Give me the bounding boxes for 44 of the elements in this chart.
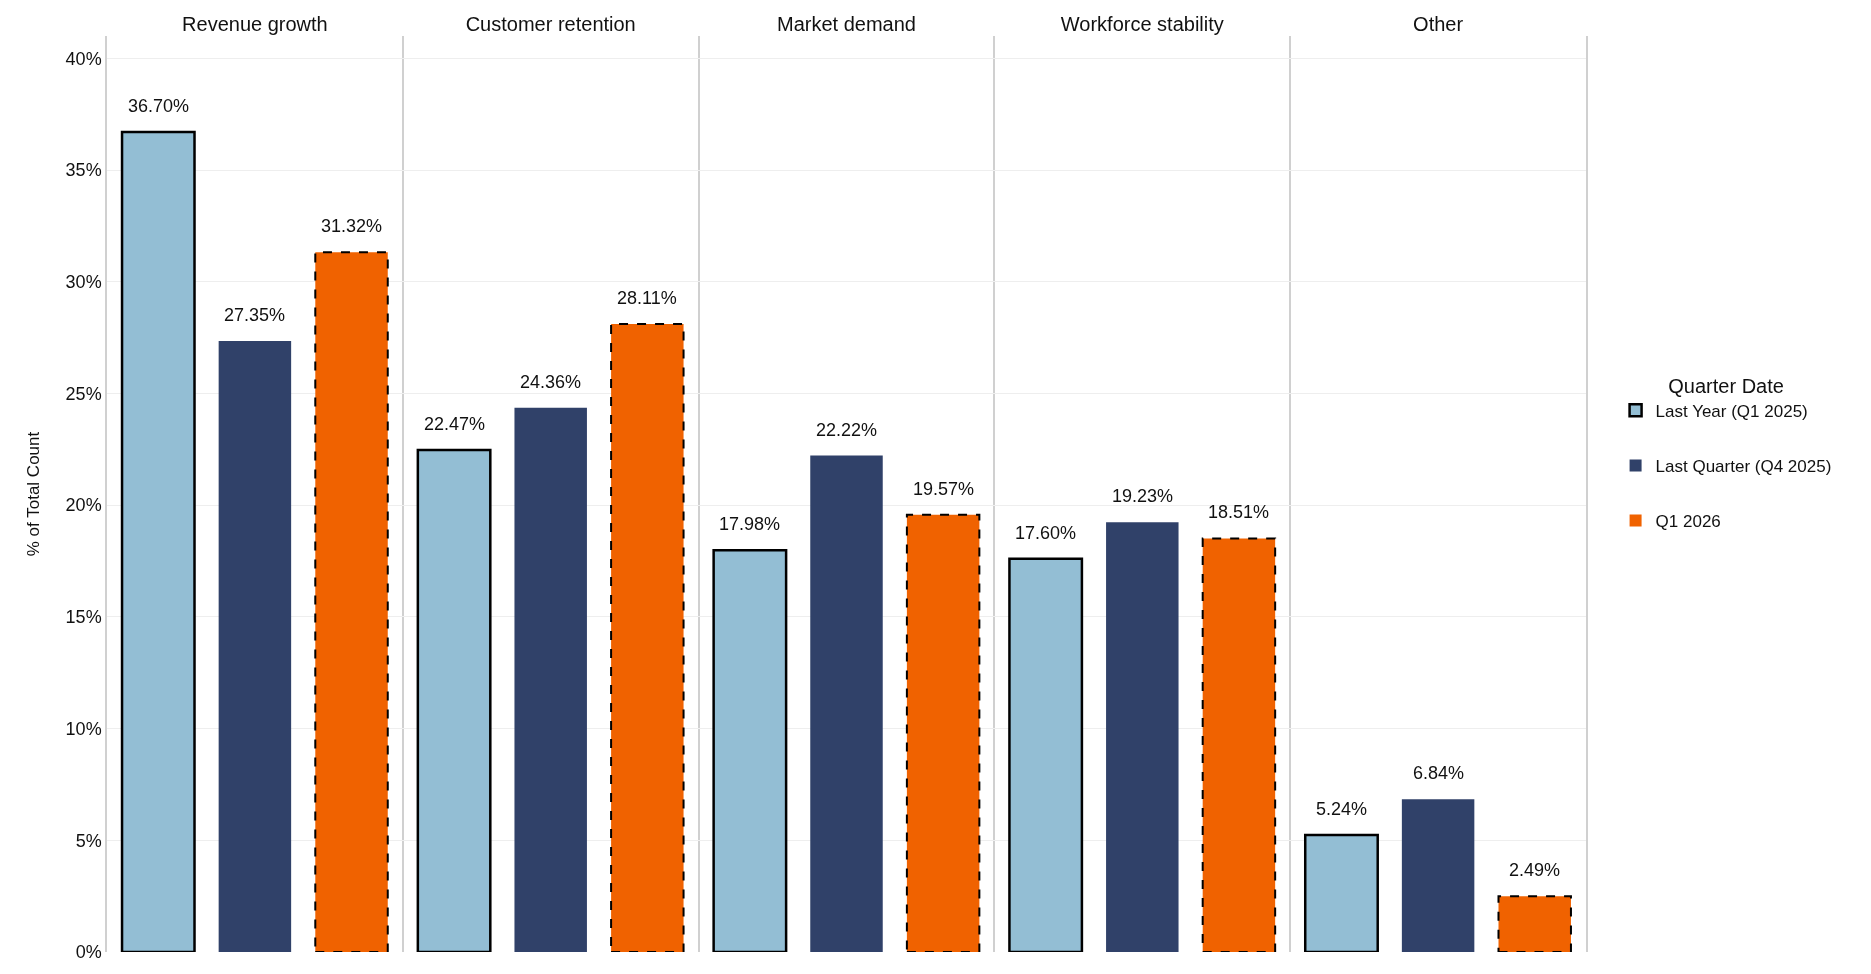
data-label: 19.23%: [1112, 486, 1174, 506]
data-label: 22.22%: [816, 420, 878, 440]
y-tick-label: 15%: [65, 607, 102, 628]
legend-title: Quarter Date: [1668, 374, 1784, 397]
y-axis-title: % of Total Count: [23, 431, 43, 557]
legend-label: Last Year (Q1 2025): [1655, 401, 1808, 421]
y-tick-label: 20%: [65, 495, 102, 516]
y-tick-label: 10%: [65, 718, 102, 739]
data-label: 31.32%: [321, 216, 383, 236]
data-label: 6.84%: [1413, 763, 1465, 783]
bar: [1106, 522, 1179, 952]
x-tick-label: Workforce stability: [1060, 13, 1224, 35]
bar: [416, 448, 492, 952]
x-tick-label: Customer retention: [465, 13, 636, 35]
data-label: 5.24%: [1316, 799, 1368, 819]
bar: [1401, 799, 1475, 952]
data-label: 17.98%: [719, 514, 781, 534]
data-label: 18.51%: [1208, 502, 1270, 522]
data-label: 17.60%: [1015, 523, 1077, 543]
x-tick-label: Other: [1413, 13, 1464, 35]
x-tick-label: Revenue growth: [182, 13, 328, 35]
data-label: 19.57%: [913, 479, 975, 499]
y-tick-label: 25%: [65, 383, 102, 404]
bar: [120, 130, 196, 952]
data-label: 27.35%: [224, 305, 286, 325]
data-label: 36.70%: [128, 96, 190, 116]
data-label: 22.47%: [424, 414, 486, 434]
y-tick-label: 5%: [75, 830, 102, 851]
bar: [1303, 833, 1379, 952]
data-label: 2.49%: [1509, 860, 1561, 880]
bar: [1008, 557, 1084, 952]
y-tick-label: 40%: [65, 48, 102, 69]
x-tick-label: Market demand: [777, 13, 916, 35]
y-tick-label: 0%: [75, 942, 102, 963]
data-label: 24.36%: [520, 372, 582, 392]
y-tick-label: 35%: [65, 160, 102, 181]
legend-label: Q1 2026: [1655, 512, 1721, 532]
bar: [218, 340, 292, 952]
y-tick-label: 30%: [65, 272, 102, 293]
legend-label: Last Quarter (Q4 2025): [1655, 457, 1832, 477]
bar: [712, 549, 788, 952]
bar: [514, 407, 587, 952]
data-label: 28.11%: [617, 288, 677, 308]
bar: [810, 455, 883, 952]
